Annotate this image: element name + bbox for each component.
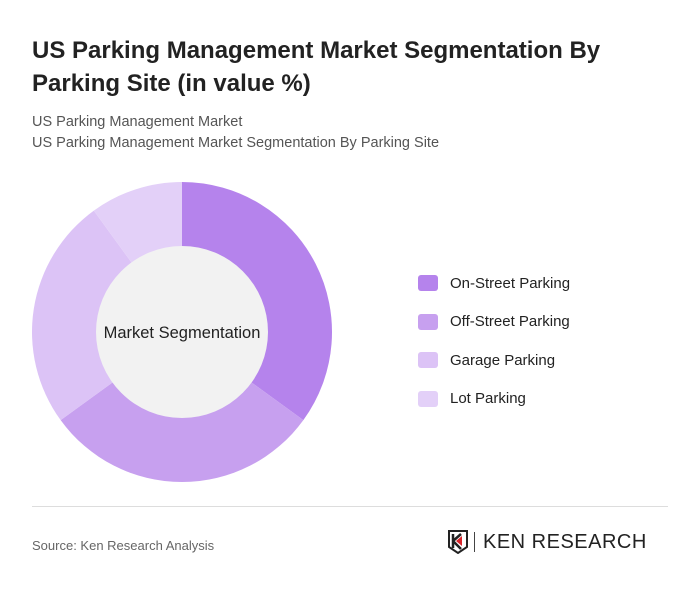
legend-swatch (418, 390, 438, 407)
ken-research-logo: KEN RESEARCH (448, 530, 647, 554)
legend-label: Lot Parking (450, 390, 526, 408)
legend-swatch (418, 352, 438, 369)
legend-item: On-Street Parking (418, 264, 570, 303)
legend-label: On-Street Parking (450, 274, 571, 292)
logo-text: KEN RESEARCH (483, 530, 647, 553)
divider (32, 506, 668, 507)
donut-hole (96, 246, 268, 418)
chart-title: US Parking Management Market Segmentatio… (32, 37, 601, 97)
legend-label: Garage Parking (450, 351, 556, 369)
subtitle-segmentation: US Parking Management Market Segmentatio… (32, 135, 440, 151)
legend-item: Off-Street Parking (418, 303, 570, 342)
logo-icon (448, 530, 468, 554)
legend-label: Off-Street Parking (450, 313, 570, 331)
legend-swatch (418, 275, 438, 292)
center-label: Market Segmentation (104, 324, 261, 342)
subtitle-market: US Parking Management Market (32, 114, 243, 130)
source-note: Source: Ken Research Analysis (32, 538, 215, 553)
legend-item: Garage Parking (418, 341, 570, 380)
legend-item: Lot Parking (418, 380, 570, 419)
legend-swatch (418, 313, 438, 330)
legend: On-Street Parking Off-Street Parking Garag… (418, 264, 570, 418)
